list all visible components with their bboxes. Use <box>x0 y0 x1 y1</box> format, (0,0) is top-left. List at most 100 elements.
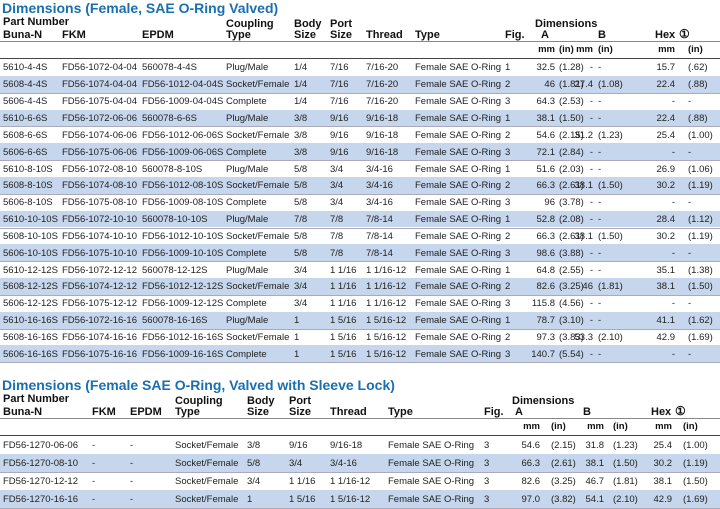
cell: 7/16-20 <box>366 79 399 91</box>
cell: FD56-1009-12-12S <box>142 298 224 310</box>
cell: Female SAE O-Ring <box>388 458 475 469</box>
cell: 9/16 <box>289 440 308 451</box>
cell: (2.61) <box>559 230 584 242</box>
cell: 1 1/16 <box>330 264 357 276</box>
cell: Female SAE O-Ring <box>415 348 502 360</box>
cell: 64.8 <box>536 264 556 276</box>
cell: - <box>589 348 593 360</box>
unit-header: mm <box>655 421 672 432</box>
column-header: Fig. <box>505 29 525 41</box>
cell: 22.4 <box>656 112 676 124</box>
cell: 46.7 <box>585 476 605 487</box>
cell: Socket/Female <box>226 281 290 293</box>
cell: Female SAE O-Ring <box>388 494 475 505</box>
cell: - <box>598 146 602 158</box>
header-rule <box>0 418 720 419</box>
cell: (1.50) <box>598 230 623 242</box>
cell: 7/8-14 <box>366 214 393 226</box>
row-rule <box>0 362 720 364</box>
column-header: Size <box>330 29 353 41</box>
cell: (1.50) <box>559 112 584 124</box>
cell: 3/4 <box>294 281 308 293</box>
hex-note: ① <box>675 404 686 418</box>
cell: 3/4 <box>330 163 344 175</box>
column-header: EPDM <box>142 29 174 41</box>
unit-header: mm <box>538 44 555 55</box>
cell: 140.7 <box>531 348 555 360</box>
cell: 1 <box>505 163 511 175</box>
cell: 560078-16-16S <box>142 315 208 327</box>
cell: - <box>688 197 692 209</box>
column-header: Type <box>415 29 440 41</box>
cell: FD56-1075-16-16 <box>62 348 137 360</box>
cell: Female SAE O-Ring <box>415 281 502 293</box>
cell: FD56-1072-08-10 <box>62 163 137 175</box>
column-header: FKM <box>92 406 116 418</box>
cell: - <box>589 96 593 108</box>
cell: 22.4 <box>656 79 676 91</box>
cell: (1.23) <box>613 440 638 451</box>
cell: (2.15) <box>551 440 576 451</box>
cell: Socket/Female <box>175 440 239 451</box>
row-band <box>0 75 720 93</box>
cell: (1.19) <box>683 458 708 469</box>
cell: - <box>671 247 675 259</box>
cell: 28.4 <box>656 214 676 226</box>
cell: 1 1/16 <box>289 476 316 487</box>
cell: 3/4 <box>294 264 308 276</box>
cell: 5610-16-16S <box>3 315 58 327</box>
cell: 5608-12-12S <box>3 281 58 293</box>
cell: 98.6 <box>536 247 556 259</box>
cell: Female SAE O-Ring <box>415 129 502 141</box>
cell: Female SAE O-Ring <box>388 476 475 487</box>
row-rule <box>0 160 720 162</box>
cell: - <box>130 476 134 487</box>
column-header: Size <box>294 29 317 41</box>
cell: - <box>688 247 692 259</box>
row-band <box>0 176 720 194</box>
cell: 1 1/16 <box>330 281 357 293</box>
cell: (2.61) <box>559 180 584 192</box>
cell: 38.1 <box>536 112 556 124</box>
cell: 5610-6-6S <box>3 112 48 124</box>
cell: 1 1/16-12 <box>366 298 407 310</box>
cell: - <box>688 348 692 360</box>
cell: Plug/Male <box>226 214 269 226</box>
cell: 2 <box>505 79 511 91</box>
cell: - <box>589 163 593 175</box>
cell: FD56-1012-12-12S <box>142 281 224 293</box>
row-rule <box>0 227 720 229</box>
cell: 7/16-20 <box>366 62 399 74</box>
dimension-group: Hex <box>651 406 672 418</box>
cell: Female SAE O-Ring <box>388 440 475 451</box>
cell: FD56-1074-04-04 <box>62 79 137 91</box>
cell: - <box>130 494 134 505</box>
cell: - <box>598 348 602 360</box>
cell: 7/8 <box>294 214 308 226</box>
cell: - <box>598 315 602 327</box>
cell: 53.3 <box>574 332 594 344</box>
column-header: Body <box>247 395 275 407</box>
cell: 30.2 <box>656 230 676 242</box>
cell: 9/16 <box>330 129 349 141</box>
column-header: Thread <box>330 406 367 418</box>
cell: - <box>598 247 602 259</box>
cell: 26.9 <box>656 163 676 175</box>
cell: 1 <box>505 62 511 74</box>
cell: - <box>671 298 675 310</box>
cell: 54.6 <box>521 440 541 451</box>
cell: 560078-12-12S <box>142 264 208 276</box>
cell: 1 5/16 <box>330 348 357 360</box>
row-band <box>0 143 720 161</box>
cell: 32.5 <box>536 62 556 74</box>
cell: - <box>688 298 692 310</box>
row-band <box>0 490 720 508</box>
cell: FD56-1270-06-06 <box>3 440 78 451</box>
cell: (1.12) <box>688 214 713 226</box>
column-header: Fig. <box>484 406 504 418</box>
cell: (.62) <box>688 62 708 74</box>
cell: 5606-4-4S <box>3 96 48 108</box>
dimension-group: A <box>515 406 523 418</box>
cell: - <box>598 96 602 108</box>
cell: 1/4 <box>294 79 308 91</box>
